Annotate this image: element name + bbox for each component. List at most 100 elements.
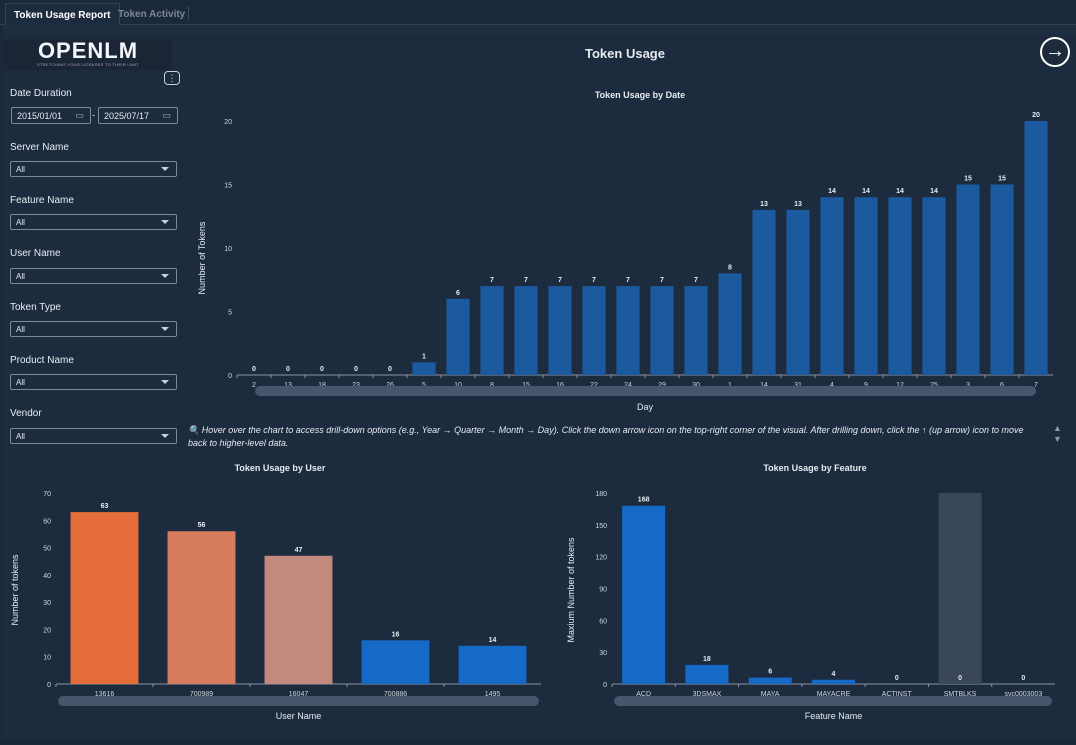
x-tick-label: 22 <box>590 382 598 389</box>
vendor-label: Vendor <box>10 408 42 419</box>
feature-name-select[interactable]: All <box>10 214 177 230</box>
x-tick-label: 13616 <box>95 691 115 698</box>
bar-MAYACRE[interactable] <box>811 679 856 684</box>
y-tick-label: 15 <box>224 183 232 190</box>
x-tick-label: 3 <box>966 382 970 389</box>
data-label: 63 <box>101 503 109 510</box>
bar-13616[interactable] <box>70 512 139 684</box>
bar-24[interactable] <box>616 286 640 375</box>
calendar-icon[interactable]: ▭ <box>162 110 171 120</box>
x-tick-label: 29 <box>658 382 666 389</box>
x-tick-label: 23 <box>352 382 360 389</box>
y-tick-label: 30 <box>43 600 51 607</box>
x-tick-label: SMTBLKS <box>944 691 977 698</box>
tab-token-usage-report[interactable]: Token Usage Report <box>5 3 120 25</box>
x-tick-label: 1 <box>728 382 732 389</box>
bar-1[interactable] <box>718 273 742 375</box>
data-label: 47 <box>295 547 303 554</box>
date-from-input[interactable]: 2015/01/01 ▭ <box>11 107 91 124</box>
y-tick-label: 20 <box>43 627 51 634</box>
bar-1495[interactable] <box>458 645 527 684</box>
chart-scrollbar[interactable] <box>614 696 1052 706</box>
y-tick-label: 5 <box>228 310 232 317</box>
token-type-select[interactable]: All <box>10 321 177 337</box>
bar-25[interactable] <box>922 197 946 375</box>
bar-700886[interactable] <box>361 640 430 684</box>
date-duration-label: Date Duration <box>10 88 72 99</box>
x-tick-label: 15 <box>522 382 530 389</box>
x-tick-label: 700886 <box>384 691 407 698</box>
data-label: 13 <box>794 201 802 208</box>
x-tick-label: 13 <box>284 382 292 389</box>
data-label: 14 <box>896 188 904 195</box>
bar-10[interactable] <box>446 298 470 375</box>
chart-scrollbar[interactable] <box>255 386 1036 396</box>
y-axis-title: Number of tokens <box>10 554 20 626</box>
bar-14[interactable] <box>752 209 776 375</box>
y-tick-label: 10 <box>43 655 51 662</box>
y-tick-label: 0 <box>47 682 51 689</box>
bar-ACD[interactable] <box>622 505 666 684</box>
data-label: 6 <box>456 290 460 297</box>
bar-highlight[interactable] <box>938 493 982 684</box>
bar-9[interactable] <box>854 197 878 375</box>
tab-token-activity[interactable]: Token Activity <box>118 9 186 20</box>
data-label: 4 <box>832 671 836 678</box>
bar-4[interactable] <box>820 197 844 375</box>
y-tick-label: 150 <box>595 523 607 530</box>
chart-title-by-feature: Token Usage by Feature <box>763 463 867 473</box>
y-tick-label: 50 <box>43 546 51 553</box>
bar-16047[interactable] <box>264 555 333 684</box>
bar-12[interactable] <box>888 197 912 375</box>
bar-7[interactable] <box>1024 121 1048 375</box>
select-value: All <box>16 378 25 387</box>
bar-30[interactable] <box>684 286 708 375</box>
arrow-right-circle-icon[interactable]: → <box>1040 37 1070 67</box>
x-tick-label: 30 <box>692 382 700 389</box>
data-label: 15 <box>998 176 1006 183</box>
x-tick-label: 8 <box>490 382 494 389</box>
x-tick-label: 24 <box>624 382 632 389</box>
x-tick-label: 9 <box>864 382 868 389</box>
select-value: All <box>16 218 25 227</box>
bar-3[interactable] <box>956 184 980 376</box>
bar-31[interactable] <box>786 209 810 375</box>
user-name-select[interactable]: All <box>10 268 177 284</box>
chart-scrollbar[interactable] <box>58 696 539 706</box>
data-label: 18 <box>703 656 711 663</box>
chart-title-by-user: Token Usage by User <box>234 463 326 473</box>
x-tick-label: 14 <box>760 382 768 389</box>
data-label: 15 <box>964 176 972 183</box>
bar-700989[interactable] <box>167 531 236 684</box>
data-label: 8 <box>728 264 732 271</box>
calendar-icon[interactable]: ▭ <box>75 110 84 120</box>
bar-15[interactable] <box>514 286 538 375</box>
y-axis-title: Number of Tokens <box>197 221 207 294</box>
more-options-icon[interactable]: ⋮ <box>164 71 180 85</box>
bar-22[interactable] <box>582 286 606 375</box>
x-tick-label: 4 <box>830 382 834 389</box>
bar-16[interactable] <box>548 286 572 375</box>
hint-scroll-arrows[interactable]: ▲ ▼ <box>1053 423 1062 444</box>
bar-8[interactable] <box>480 286 504 375</box>
chevron-down-icon <box>161 274 169 278</box>
data-label: 0 <box>958 675 962 682</box>
date-separator: - <box>92 110 95 120</box>
data-label: 7 <box>626 277 630 284</box>
product-name-select[interactable]: All <box>10 374 177 390</box>
y-tick-label: 70 <box>43 491 51 498</box>
data-label: 1 <box>422 353 426 360</box>
logo-tagline: STRETCHING YOUR LICENSES TO THEIR LIMIT <box>36 62 140 67</box>
server-name-select[interactable]: All <box>10 161 177 177</box>
date-to-input[interactable]: 2025/07/17 ▭ <box>98 107 178 124</box>
bar-3DSMAX[interactable] <box>685 664 729 684</box>
page-title: Token Usage <box>585 46 665 61</box>
vendor-select[interactable]: All <box>10 428 177 444</box>
drilldown-hint: 🔍 Hover over the chart to access drill-d… <box>188 425 1024 448</box>
bar-MAYA[interactable] <box>748 677 792 684</box>
data-label: 14 <box>828 188 836 195</box>
bar-5[interactable] <box>412 362 436 375</box>
bar-6[interactable] <box>990 184 1014 376</box>
bar-29[interactable] <box>650 286 674 375</box>
x-tick-label: 6 <box>1000 382 1004 389</box>
